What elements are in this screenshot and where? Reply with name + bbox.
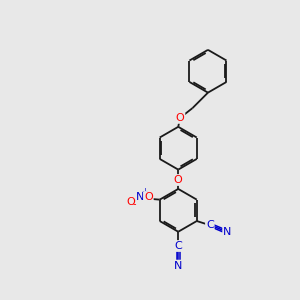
Text: C: C — [206, 220, 214, 230]
Text: C: C — [174, 241, 182, 251]
Text: N: N — [136, 192, 145, 202]
Text: O: O — [126, 197, 135, 207]
Text: -: - — [133, 199, 136, 209]
Text: N: N — [223, 227, 232, 237]
Text: O: O — [144, 192, 153, 202]
Text: +: + — [141, 187, 148, 196]
Text: N: N — [174, 261, 182, 271]
Text: O: O — [176, 113, 184, 123]
Text: O: O — [174, 175, 183, 185]
